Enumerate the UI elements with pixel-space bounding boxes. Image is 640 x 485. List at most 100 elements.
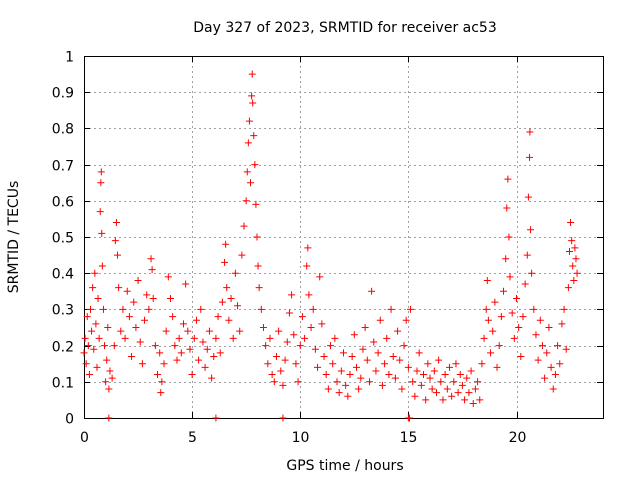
data-point	[483, 276, 491, 284]
data-point	[147, 255, 155, 263]
data-point	[128, 352, 136, 360]
data-point	[404, 363, 412, 371]
data-point	[157, 389, 165, 397]
data-point	[173, 356, 181, 364]
data-point	[340, 349, 347, 357]
data-point	[266, 334, 274, 342]
data-point	[175, 334, 183, 342]
data-point	[560, 305, 568, 313]
data-point	[482, 305, 490, 313]
data-point	[210, 352, 218, 360]
data-point	[450, 378, 458, 386]
data-point	[307, 324, 315, 331]
data-point	[443, 385, 451, 393]
data-point	[88, 327, 96, 335]
data-point	[324, 385, 332, 393]
data-point	[318, 320, 326, 328]
data-point	[203, 345, 211, 353]
x-tick-label: 5	[188, 430, 197, 446]
data-point	[515, 324, 523, 331]
data-point	[255, 284, 263, 292]
data-point	[387, 305, 395, 313]
data-point	[250, 132, 258, 140]
data-point	[104, 324, 112, 331]
data-point	[279, 414, 287, 422]
data-point	[510, 334, 518, 342]
grid	[84, 56, 603, 418]
data-point	[329, 360, 337, 368]
data-point	[445, 363, 453, 371]
data-point	[357, 374, 365, 382]
data-point	[337, 367, 345, 375]
data-point	[205, 327, 213, 335]
data-point	[201, 363, 209, 371]
data-point	[98, 229, 106, 237]
data-point	[350, 331, 358, 339]
data-point	[409, 378, 417, 386]
data-point	[385, 371, 393, 379]
data-point	[186, 345, 194, 353]
data-point	[573, 269, 581, 277]
data-point	[160, 360, 168, 368]
data-point	[177, 349, 185, 357]
data-point	[342, 381, 350, 389]
data-point	[352, 363, 360, 371]
data-point	[138, 360, 146, 368]
data-point	[469, 400, 477, 408]
data-point	[435, 356, 443, 364]
data-point	[236, 327, 244, 335]
x-tick-label: 10	[292, 430, 310, 446]
data-point	[344, 392, 352, 400]
data-point	[143, 291, 151, 299]
data-point	[346, 371, 354, 379]
data-point	[311, 345, 319, 353]
data-point	[123, 287, 131, 295]
data-point	[572, 255, 580, 263]
data-point	[394, 327, 402, 335]
data-point	[158, 378, 166, 386]
data-point	[432, 389, 440, 397]
data-point	[234, 302, 242, 310]
data-point	[391, 374, 399, 382]
data-point	[359, 345, 367, 353]
data-point	[534, 356, 542, 364]
data-point	[478, 360, 486, 368]
data-point	[493, 363, 501, 371]
data-point	[571, 244, 579, 252]
data-point	[456, 371, 464, 379]
data-point	[101, 342, 109, 350]
data-point	[145, 305, 153, 313]
data-point	[114, 251, 122, 259]
data-point	[422, 396, 430, 404]
data-point	[327, 342, 335, 350]
data-point	[94, 295, 102, 303]
data-point	[91, 269, 99, 277]
data-point	[405, 414, 413, 422]
data-point	[192, 316, 200, 324]
y-tick-label: 1	[65, 50, 74, 66]
data-point	[333, 378, 341, 386]
data-point	[463, 374, 471, 382]
data-point	[229, 334, 237, 342]
data-point	[484, 316, 492, 324]
data-point	[389, 352, 397, 360]
data-point	[244, 139, 252, 147]
data-point	[506, 273, 514, 281]
data-point	[519, 313, 527, 321]
data-point	[110, 342, 118, 350]
data-point	[262, 342, 270, 350]
data-point	[225, 316, 233, 324]
y-tick-label: 0.2	[52, 340, 74, 356]
data-point	[212, 334, 220, 342]
data-point	[411, 392, 419, 400]
data-point	[117, 327, 125, 335]
data-point	[83, 313, 91, 321]
data-point	[413, 367, 421, 375]
axis-ticks: 00.10.20.30.40.50.60.70.80.910 5 10 15 20	[52, 50, 603, 446]
data-point	[270, 378, 278, 386]
data-point	[279, 381, 287, 389]
data-point	[465, 389, 473, 397]
data-point	[461, 396, 469, 404]
